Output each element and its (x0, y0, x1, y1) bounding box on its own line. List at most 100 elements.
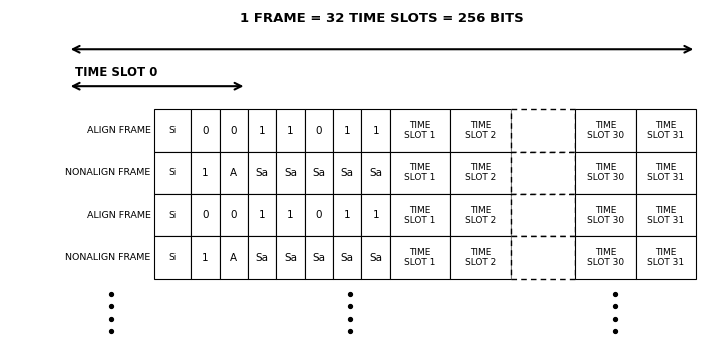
Text: 1: 1 (373, 210, 379, 220)
Text: ALIGN FRAME: ALIGN FRAME (87, 126, 151, 135)
Bar (276, 236, 305, 279)
Text: 1: 1 (259, 126, 266, 135)
Bar (191, 152, 220, 194)
Text: 0: 0 (202, 126, 208, 135)
Text: NONALIGN FRAME: NONALIGN FRAME (66, 168, 151, 177)
Bar (191, 194, 220, 236)
Text: 1: 1 (202, 168, 208, 178)
Text: 0: 0 (231, 126, 237, 135)
Bar (191, 109, 220, 152)
Bar (635, 236, 696, 279)
Bar (276, 194, 305, 236)
Bar (220, 236, 248, 279)
Bar (575, 109, 635, 152)
Bar (390, 109, 451, 152)
Bar (154, 109, 191, 152)
Bar (451, 109, 511, 152)
Bar (248, 236, 276, 279)
Bar (451, 152, 511, 194)
Text: Si: Si (169, 126, 176, 135)
Bar (333, 152, 361, 194)
Text: 1 FRAME = 32 TIME SLOTS = 256 BITS: 1 FRAME = 32 TIME SLOTS = 256 BITS (240, 12, 524, 25)
Text: TIME
SLOT 31: TIME SLOT 31 (648, 248, 685, 267)
Bar (305, 152, 333, 194)
Bar (361, 194, 390, 236)
Text: ALIGN FRAME: ALIGN FRAME (87, 211, 151, 220)
Bar (635, 109, 696, 152)
Text: TIME SLOT 0: TIME SLOT 0 (75, 66, 157, 79)
Bar (276, 152, 305, 194)
Bar (361, 236, 390, 279)
Text: TIME
SLOT 1: TIME SLOT 1 (404, 121, 436, 140)
Bar (333, 236, 361, 279)
Text: TIME
SLOT 1: TIME SLOT 1 (404, 248, 436, 267)
Text: Sa: Sa (369, 168, 382, 178)
Text: TIME
SLOT 31: TIME SLOT 31 (648, 206, 685, 225)
Bar (511, 236, 575, 279)
Text: Si: Si (169, 253, 176, 262)
Text: NONALIGN FRAME: NONALIGN FRAME (66, 253, 151, 262)
Text: 1: 1 (344, 210, 351, 220)
Text: Sa: Sa (256, 253, 268, 263)
Bar (248, 194, 276, 236)
Bar (575, 236, 635, 279)
Text: TIME
SLOT 2: TIME SLOT 2 (465, 248, 496, 267)
Text: 1: 1 (344, 126, 351, 135)
Bar (575, 152, 635, 194)
Bar (390, 236, 451, 279)
Text: 1: 1 (373, 126, 379, 135)
Text: Si: Si (169, 211, 176, 220)
Bar (635, 194, 696, 236)
Bar (333, 194, 361, 236)
Bar (575, 194, 635, 236)
Text: Sa: Sa (313, 253, 326, 263)
Bar (511, 109, 575, 152)
Text: TIME
SLOT 2: TIME SLOT 2 (465, 121, 496, 140)
Text: TIME
SLOT 30: TIME SLOT 30 (587, 163, 624, 182)
Bar (305, 236, 333, 279)
Bar (154, 236, 191, 279)
Text: TIME
SLOT 1: TIME SLOT 1 (404, 206, 436, 225)
Text: 0: 0 (316, 126, 322, 135)
Bar (276, 109, 305, 152)
Bar (154, 152, 191, 194)
Bar (220, 109, 248, 152)
Text: 0: 0 (316, 210, 322, 220)
Text: TIME
SLOT 30: TIME SLOT 30 (587, 206, 624, 225)
Text: 1: 1 (202, 253, 208, 263)
Text: TIME
SLOT 30: TIME SLOT 30 (587, 248, 624, 267)
Bar (248, 152, 276, 194)
Text: Sa: Sa (284, 168, 297, 178)
Bar (361, 109, 390, 152)
Text: 0: 0 (231, 210, 237, 220)
Text: 1: 1 (287, 210, 294, 220)
Bar (333, 109, 361, 152)
Text: Sa: Sa (369, 253, 382, 263)
Text: TIME
SLOT 31: TIME SLOT 31 (648, 163, 685, 182)
Bar (390, 194, 451, 236)
Bar (511, 194, 575, 236)
Text: 1: 1 (259, 210, 266, 220)
Bar (305, 109, 333, 152)
Bar (451, 236, 511, 279)
Text: TIME
SLOT 30: TIME SLOT 30 (587, 121, 624, 140)
Text: Sa: Sa (284, 253, 297, 263)
Text: Sa: Sa (341, 168, 354, 178)
Text: TIME
SLOT 1: TIME SLOT 1 (404, 163, 436, 182)
Bar (390, 152, 451, 194)
Text: Sa: Sa (341, 253, 354, 263)
Text: TIME
SLOT 2: TIME SLOT 2 (465, 206, 496, 225)
Text: TIME
SLOT 2: TIME SLOT 2 (465, 163, 496, 182)
Bar (635, 152, 696, 194)
Bar (220, 194, 248, 236)
Bar (305, 194, 333, 236)
Bar (248, 109, 276, 152)
Bar (361, 152, 390, 194)
Bar (191, 236, 220, 279)
Text: Sa: Sa (313, 168, 326, 178)
Bar (451, 194, 511, 236)
Text: 0: 0 (202, 210, 208, 220)
Text: A: A (231, 168, 238, 178)
Bar (154, 194, 191, 236)
Text: A: A (231, 253, 238, 263)
